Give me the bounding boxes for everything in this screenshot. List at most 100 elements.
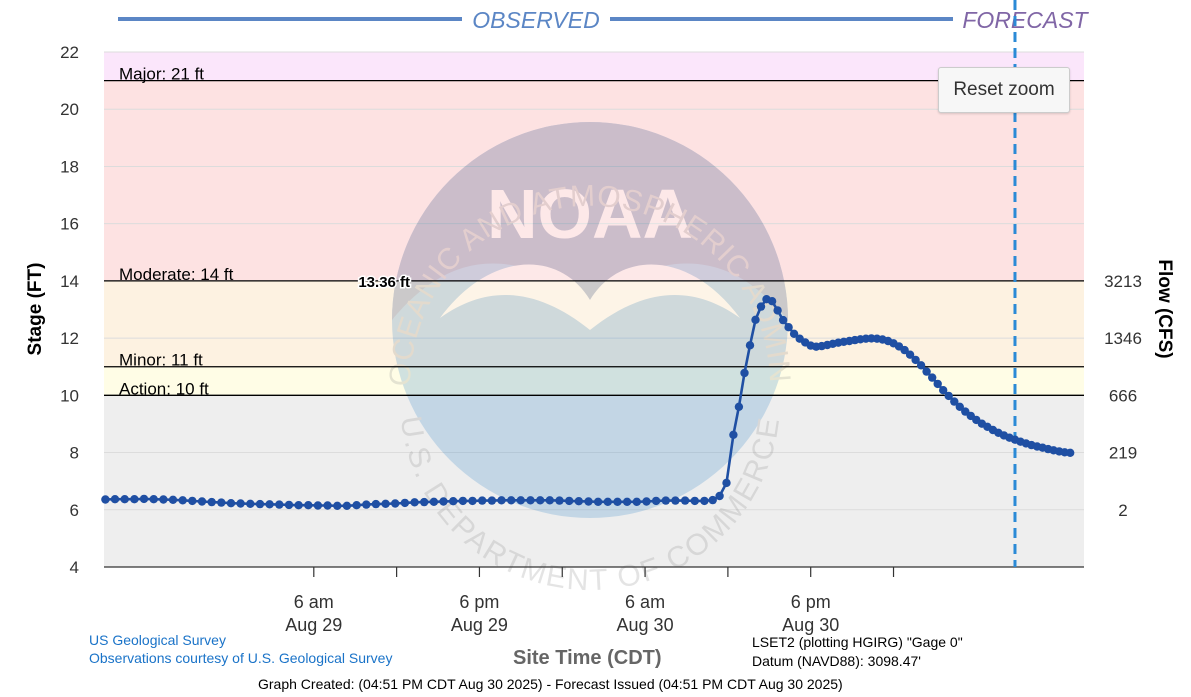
stage-point (101, 495, 110, 504)
stage-point (400, 498, 410, 508)
y-tick-label: 20 (60, 100, 79, 119)
stage-point (516, 496, 525, 505)
stage-point (680, 496, 690, 505)
stage-point (933, 379, 942, 389)
stage-point (304, 501, 313, 510)
stage-point (905, 350, 915, 359)
stage-point (722, 478, 731, 488)
stage-point (950, 397, 959, 406)
stage-point (178, 496, 187, 505)
flood-category-bands (104, 52, 1084, 567)
stage-point (236, 499, 245, 508)
stage-point (188, 496, 197, 506)
threshold-label-action: Action: 10 ft (119, 379, 209, 398)
stage-point (708, 495, 717, 505)
x-tick-label-time: 6 pm (459, 592, 499, 612)
y-tick-label: 18 (60, 157, 79, 176)
stage-point (574, 497, 583, 506)
stage-point (584, 497, 593, 506)
stage-point (313, 501, 323, 510)
stage-point (197, 497, 207, 506)
peak-data-label: 13.36 ft (358, 274, 410, 291)
stage-point (603, 497, 612, 506)
y-tick-label: 16 (60, 215, 79, 234)
observed-forecast-header: OBSERVED FORECAST (118, 7, 1090, 33)
stage-point (555, 496, 564, 505)
observed-label: OBSERVED (472, 7, 599, 33)
x-tick-label-date: Aug 30 (617, 615, 674, 635)
stage-point (622, 497, 632, 506)
stage-point (342, 501, 352, 510)
stage-point (642, 497, 651, 506)
stage-point (294, 501, 303, 510)
stage-point (944, 391, 953, 401)
stage-point (159, 495, 168, 504)
stage-point (671, 496, 680, 505)
stage-point (275, 500, 284, 509)
flow-tick-label: 1346 (1104, 329, 1142, 348)
x-tick-label-date: Aug 29 (451, 615, 508, 635)
y-axis-tick-labels: 4 6 8 10 12 14 16 18 20 22 (60, 43, 79, 577)
stage-point (740, 368, 749, 378)
stage-point (939, 386, 948, 395)
stage-point (900, 345, 909, 355)
stage-point (226, 499, 236, 508)
stage-point (449, 497, 458, 506)
stage-point (371, 499, 381, 509)
graph-created-note: Graph Created: (04:51 PM CDT Aug 30 2025… (258, 676, 843, 692)
x-axis-title: Site Time (CDT) (513, 647, 662, 669)
reset-zoom-button[interactable]: Reset zoom (938, 67, 1070, 113)
stage-point (784, 323, 793, 332)
y-tick-label: 10 (60, 386, 79, 405)
stage-point (545, 496, 554, 505)
threshold-label-moderate: Moderate: 14 ft (119, 265, 234, 284)
stage-point (756, 302, 766, 311)
stage-point (468, 496, 477, 506)
stage-point (700, 496, 709, 506)
y-tick-label: 8 (70, 444, 79, 463)
stage-point (217, 498, 226, 507)
flow-tick-label: 2 (1118, 501, 1127, 520)
stage-point (130, 495, 139, 504)
stage-point (458, 496, 468, 506)
usgs-link[interactable]: US Geological Survey (89, 632, 226, 648)
stage-point (391, 499, 400, 508)
stage-point (265, 500, 274, 509)
stage-point (120, 495, 129, 504)
stage-point (168, 495, 178, 504)
stage-point (928, 373, 937, 382)
stage-point (420, 497, 429, 507)
stage-point (362, 500, 371, 509)
stage-point (661, 496, 670, 505)
y-tick-label: 4 (70, 558, 79, 577)
stage-point (207, 497, 216, 507)
y-axis-title: Stage (FT) (25, 263, 46, 356)
stage-point (651, 496, 661, 506)
stage-point (255, 499, 265, 509)
flow-tick-label: 666 (1109, 386, 1137, 405)
stage-point (139, 494, 149, 504)
stage-point (246, 499, 255, 508)
observations-courtesy-link[interactable]: Observations courtesy of U.S. Geological… (89, 650, 393, 666)
stage-point (751, 315, 760, 324)
stage-point (478, 496, 487, 505)
stage-point (333, 501, 342, 510)
stage-point (110, 495, 120, 504)
stage-point (745, 341, 755, 350)
x-tick-label-time: 6 am (294, 592, 334, 612)
stage-point (613, 497, 622, 506)
threshold-label-minor: Minor: 11 ft (119, 351, 203, 370)
stage-point (439, 497, 448, 506)
forecast-label: FORECAST (962, 7, 1089, 33)
stage-point (916, 361, 926, 370)
x-tick-label-date: Aug 30 (782, 615, 839, 635)
threshold-label-major: Major: 21 ft (119, 65, 204, 84)
flow-axis-tick-labels: 2 219 666 1346 3213 (1104, 272, 1142, 520)
stage-series: 13.36 ft (101, 273, 1075, 510)
y-tick-label: 6 (70, 501, 79, 520)
stage-point (323, 501, 332, 510)
stage-point (536, 496, 545, 505)
gage-note: LSET2 (plotting HGIRG) "Gage 0" (752, 634, 963, 650)
stage-point (497, 496, 506, 505)
